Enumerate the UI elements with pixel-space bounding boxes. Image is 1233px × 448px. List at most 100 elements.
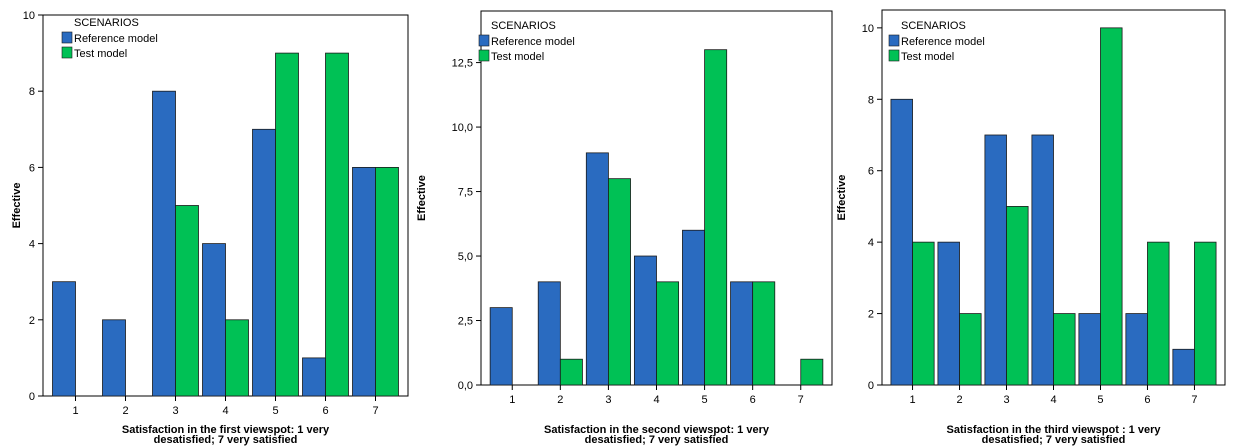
bar-test-4: [1053, 313, 1076, 386]
legend-title: SCENARIOS: [491, 20, 556, 32]
bar-reference-7: [352, 166, 376, 397]
y-tick-label: 2: [868, 309, 874, 321]
bar-reference-6: [730, 281, 754, 386]
bar-reference-1: [489, 307, 513, 386]
bar-test-6: [1147, 241, 1170, 386]
bar-test-4: [225, 319, 249, 397]
bar-reference-4: [1031, 134, 1054, 386]
bar-reference-1: [52, 281, 76, 397]
legend-label: Test model: [901, 51, 954, 63]
legend: SCENARIOS Reference model Test model: [888, 20, 985, 63]
x-axis-label-line: desatisfied; 7 very satisfied: [154, 434, 298, 446]
bar-reference-2: [102, 319, 126, 397]
y-tick-label: 10: [862, 23, 874, 35]
legend-title: SCENARIOS: [74, 17, 139, 29]
bar-test-3: [175, 205, 199, 397]
y-tick-label: 8: [868, 94, 874, 106]
legend-label: Test model: [491, 51, 544, 63]
bar-reference-3: [152, 90, 176, 397]
y-tick-label: 8: [29, 86, 35, 98]
y-axis-label: Effective: [11, 183, 23, 229]
x-axis-label-line: Satisfaction in the first viewspot: 1 ve…: [122, 424, 330, 436]
x-tick-label: 6: [322, 405, 328, 417]
x-axis-label-line: Satisfaction in the second viewspot: 1 v…: [544, 424, 770, 436]
bar-test-3: [608, 178, 631, 386]
bar-reference-6: [302, 357, 326, 397]
bar-test-5: [275, 52, 299, 397]
x-tick-label: 2: [956, 394, 962, 406]
x-tick-label: 4: [1050, 394, 1056, 406]
x-tick-label: 5: [702, 394, 708, 406]
legend-title: SCENARIOS: [901, 20, 966, 32]
x-tick-label: 5: [1097, 394, 1103, 406]
y-tick-label: 2: [29, 315, 35, 327]
x-axis-label-line: desatisfied; 7 very satisfied: [585, 434, 729, 446]
bar-reference-5: [1078, 313, 1101, 386]
x-tick-label: 2: [122, 405, 128, 417]
bar-reference-4: [202, 243, 226, 397]
x-tick-label: 7: [1191, 394, 1197, 406]
x-axis-label-line: desatisfied; 7 very satisfied: [982, 434, 1126, 446]
x-tick-label: 7: [798, 394, 804, 406]
bar-reference-5: [682, 229, 705, 386]
bar-test-2: [559, 358, 583, 386]
bar-test-6: [325, 52, 349, 397]
x-tick-label: 5: [272, 405, 278, 417]
y-tick-label: 10: [23, 10, 35, 22]
y-tick-label: 0,0: [458, 380, 473, 392]
bar-reference-3: [585, 152, 609, 386]
legend-label: Reference model: [491, 36, 575, 48]
y-tick-label: 0: [29, 391, 35, 403]
x-tick-label: 7: [372, 405, 378, 417]
x-tick-label: 1: [509, 394, 515, 406]
legend-swatch: [888, 49, 900, 62]
legend-label: Reference model: [901, 36, 985, 48]
legend-swatch: [888, 34, 900, 47]
bar-test-7: [1194, 241, 1217, 386]
bar-test-7: [800, 358, 824, 386]
x-tick-label: 4: [222, 405, 228, 417]
bar-test-3: [1006, 206, 1029, 386]
y-tick-label: 4: [29, 239, 35, 251]
legend-label: Test model: [74, 48, 127, 60]
chart-panel-3: 0 2 4 6 8 10 Effective 1 2 3 4 5 6 7 Satisfaction in t…: [836, 9, 1226, 446]
bar-test-2: [959, 313, 982, 386]
legend: SCENARIOS Reference model Test model: [61, 17, 158, 60]
y-tick-label: 0: [868, 380, 874, 392]
x-tick-label: 2: [557, 394, 563, 406]
y-axis-label: Effective: [836, 175, 848, 221]
y-axis-label: Effective: [416, 175, 428, 221]
y-tick-label: 4: [868, 237, 874, 249]
y-tick-label: 7,5: [458, 187, 473, 199]
x-tick-label: 6: [750, 394, 756, 406]
chart-panel-1: 0 2 4 6 8 10 Effective 1 2 3 4 5 6 7 Satisfaction in t…: [11, 10, 409, 446]
legend: SCENARIOS Reference model Test model: [478, 20, 575, 63]
y-tick-label: 6: [868, 166, 874, 178]
x-tick-label: 4: [653, 394, 659, 406]
y-tick-label: 12,5: [452, 58, 473, 70]
x-tick-label: 3: [1003, 394, 1009, 406]
y-tick-label: 10,0: [452, 122, 473, 134]
y-tick-label: 6: [29, 162, 35, 174]
bar-reference-1: [890, 98, 913, 386]
x-tick-label: 6: [1144, 394, 1150, 406]
legend-label: Reference model: [74, 33, 158, 45]
bar-reference-5: [252, 128, 276, 397]
legend-swatch: [478, 49, 490, 62]
bar-reference-6: [1125, 313, 1148, 386]
bar-test-1: [912, 241, 935, 386]
x-tick-label: 3: [172, 405, 178, 417]
bar-test-7: [375, 166, 399, 397]
legend-swatch: [61, 46, 73, 59]
bar-reference-2: [937, 241, 960, 386]
x-tick-label: 3: [605, 394, 611, 406]
chart-panel-2: 0,0 2,5 5,0 7,5 10,0 12,5 Effective 1 2 3 4 5 6 7 Sati…: [416, 10, 833, 446]
bar-test-4: [656, 281, 680, 386]
bar-test-5: [704, 49, 728, 386]
bar-test-6: [752, 281, 776, 386]
x-tick-label: 1: [909, 394, 915, 406]
x-tick-label: 1: [72, 405, 78, 417]
bar-reference-7: [1172, 348, 1195, 386]
bar-reference-4: [633, 255, 657, 386]
